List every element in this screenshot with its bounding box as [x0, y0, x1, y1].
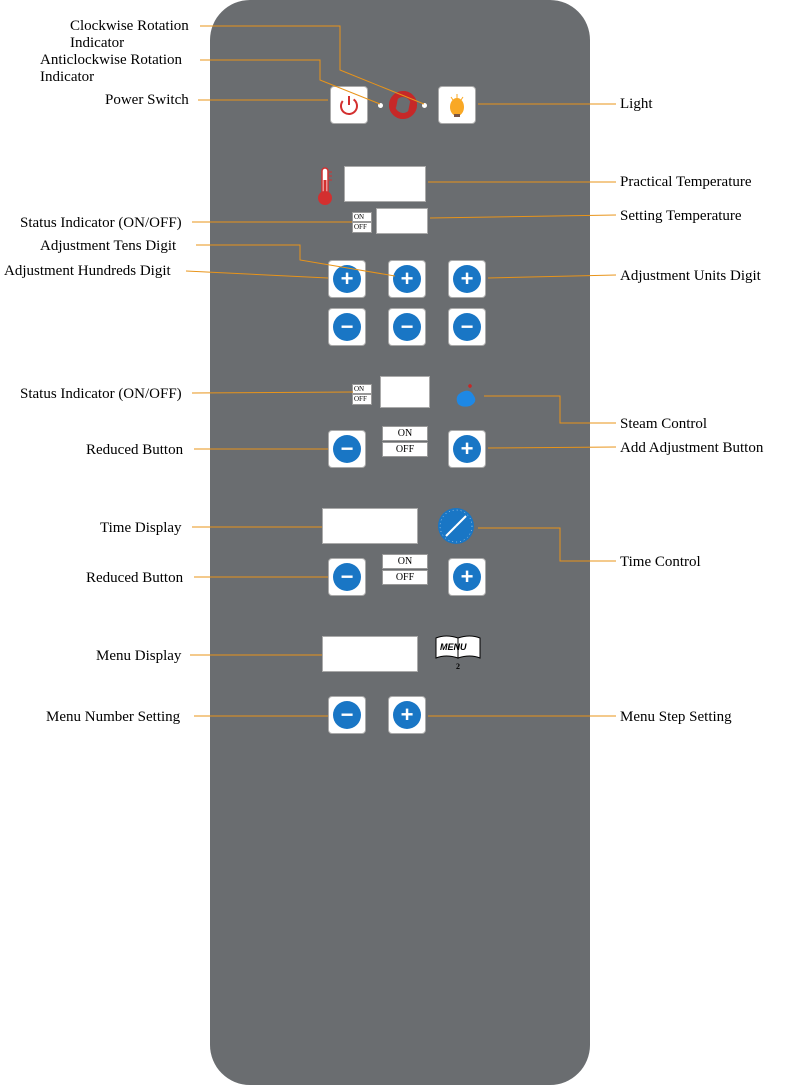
toggle-off-label: OFF [382, 570, 428, 585]
toggle-on-label: ON [382, 554, 428, 569]
power-switch-label: Power Switch [105, 92, 189, 109]
steam-status-indicator[interactable]: ON OFF [352, 384, 372, 405]
units-minus-button[interactable]: − [448, 308, 486, 346]
practical-temp-label: Practical Temperature [620, 174, 752, 191]
anticlockwise-label: Anticlockwise Rotation Indicator [40, 52, 182, 85]
menu-step-label: Menu Step Setting [620, 709, 732, 726]
status-indicator-label: Status Indicator (ON/OFF) [20, 215, 182, 232]
status-on-label: ON [352, 212, 372, 222]
hundreds-plus-button[interactable]: + [328, 260, 366, 298]
steam-add-button[interactable]: + [448, 430, 486, 468]
status-indicator2-label: Status Indicator (ON/OFF) [20, 386, 182, 403]
time-display [322, 508, 418, 544]
time-control-label: Time Control [620, 554, 701, 571]
status-off-label: OFF [352, 394, 372, 404]
add-adjustment-label: Add Adjustment Button [620, 440, 763, 457]
reduced-button2-label: Reduced Button [86, 570, 183, 587]
status-on-label: ON [352, 384, 372, 394]
practical-temperature-display [344, 166, 426, 202]
steam-icon [448, 376, 484, 412]
menu-number-button[interactable]: − [328, 696, 366, 734]
tens-minus-button[interactable]: − [388, 308, 426, 346]
reduced-button-label: Reduced Button [86, 442, 183, 459]
menu-display-label: Menu Display [96, 648, 181, 665]
setting-temperature-display [376, 208, 428, 234]
clockwise-label: Clockwise Rotation Indicator [70, 18, 189, 51]
units-plus-button[interactable]: + [448, 260, 486, 298]
clockwise-dot [422, 103, 427, 108]
adj-tens-label: Adjustment Tens Digit [40, 238, 176, 255]
steam-onoff-toggle[interactable]: ON OFF [382, 426, 428, 458]
light-label: Light [620, 96, 653, 113]
time-display-label: Time Display [100, 520, 182, 537]
adj-hundreds-label: Adjustment Hundreds Digit [4, 263, 171, 280]
toggle-off-label: OFF [382, 442, 428, 457]
steam-display [380, 376, 430, 408]
status-off-label: OFF [352, 222, 372, 232]
menu-number-label: Menu Number Setting [46, 709, 180, 726]
light-icon [446, 92, 468, 118]
steam-reduce-button[interactable]: − [328, 430, 366, 468]
menu-icon-text: MENU [440, 642, 467, 652]
adj-units-label: Adjustment Units Digit [620, 268, 761, 285]
thermometer-icon [312, 166, 338, 206]
tens-plus-button[interactable]: + [388, 260, 426, 298]
hundreds-minus-button[interactable]: − [328, 308, 366, 346]
clock-icon [436, 506, 476, 546]
time-reduce-button[interactable]: − [328, 558, 366, 596]
menu-display [322, 636, 418, 672]
rotation-indicator-icon [388, 90, 418, 120]
menu-step-button[interactable]: + [388, 696, 426, 734]
time-add-button[interactable]: + [448, 558, 486, 596]
menu-icon: MENU 2 [434, 632, 484, 672]
power-switch-button[interactable] [330, 86, 368, 124]
toggle-on-label: ON [382, 426, 428, 441]
setting-temp-label: Setting Temperature [620, 208, 742, 225]
time-onoff-toggle[interactable]: ON OFF [382, 554, 428, 586]
anticlockwise-dot [378, 103, 383, 108]
light-button[interactable] [438, 86, 476, 124]
temp-status-indicator[interactable]: ON OFF [352, 212, 372, 233]
power-icon [337, 93, 361, 117]
steam-control-label: Steam Control [620, 416, 707, 433]
